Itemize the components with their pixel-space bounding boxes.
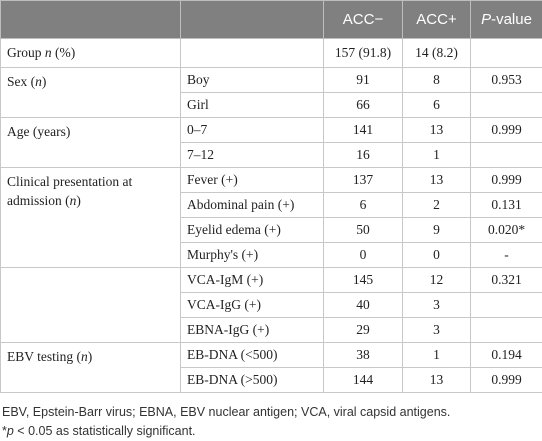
text-segment: P [481, 11, 491, 28]
text-segment: EBV, Epstein-Barr virus; EBNA, EBV nucle… [2, 405, 450, 419]
value-cell: 13 [403, 118, 471, 143]
row-label: VCA-IgG (+) [181, 293, 324, 318]
value-cell [471, 93, 542, 118]
value-cell: 0.020* [471, 218, 542, 243]
text-segment: p [7, 424, 14, 438]
table-row: Group n (%) 157 (91.8)14 (8.2) [1, 39, 542, 68]
row-label: EB-DNA (<500) [181, 343, 324, 368]
text-segment: n [81, 349, 88, 364]
row-label: VCA-IgM (+) [181, 268, 324, 293]
text-segment: n [35, 74, 42, 89]
value-cell: 137 [324, 168, 403, 193]
text-segment: Sex ( [7, 74, 35, 89]
row-label: Girl [181, 93, 324, 118]
row-label: Abdominal pain (+) [181, 193, 324, 218]
value-cell: 66 [324, 93, 403, 118]
value-cell: 0 [324, 243, 403, 268]
value-cell: 40 [324, 293, 403, 318]
row-label: Eyelid edema (+) [181, 218, 324, 243]
value-cell: 0.131 [471, 193, 542, 218]
header-cell [181, 1, 324, 39]
value-cell: 29 [324, 318, 403, 343]
data-table: ACC−ACC+P-value Group n (%)157 (91.8)14 … [0, 0, 542, 393]
value-cell: 144 [324, 368, 403, 393]
value-cell: 0.953 [471, 68, 542, 93]
header-cell: ACC+ [403, 1, 471, 39]
value-cell: 8 [403, 68, 471, 93]
value-cell [471, 293, 542, 318]
text-segment: ) [88, 349, 93, 364]
text-segment: -value [491, 11, 532, 28]
text-segment: EBV testing ( [7, 349, 81, 364]
value-cell: 0.999 [471, 368, 542, 393]
value-cell: 3 [403, 293, 471, 318]
row-label [181, 39, 324, 68]
row-label: Boy [181, 68, 324, 93]
value-cell: 6 [403, 93, 471, 118]
value-cell: 0.999 [471, 168, 542, 193]
value-cell: - [471, 243, 542, 268]
row-label: Fever (+) [181, 168, 324, 193]
text-segment: ) [76, 193, 81, 208]
value-cell: 91 [324, 68, 403, 93]
value-cell: 0 [403, 243, 471, 268]
value-cell: 14 (8.2) [403, 39, 471, 68]
value-cell [471, 143, 542, 168]
header-cell: ACC− [324, 1, 403, 39]
group-label: Age (years) [1, 118, 181, 168]
value-cell: 12 [403, 268, 471, 293]
header-cell [1, 1, 181, 39]
group-label: Group n (%) [1, 39, 181, 68]
group-label: Sex (n) [1, 68, 181, 118]
value-cell: 38 [324, 343, 403, 368]
value-cell: 1 [403, 343, 471, 368]
text-segment: Group [7, 45, 45, 60]
text-segment: (%) [52, 45, 76, 60]
value-cell: 6 [324, 193, 403, 218]
footnote: *p < 0.05 as statistically significant. [2, 422, 540, 441]
value-cell: 9 [403, 218, 471, 243]
value-cell: 0.999 [471, 118, 542, 143]
text-segment: n [45, 45, 52, 60]
row-label: EBNA-IgG (+) [181, 318, 324, 343]
value-cell: 0.194 [471, 343, 542, 368]
value-cell: 13 [403, 168, 471, 193]
row-label: Murphy's (+) [181, 243, 324, 268]
text-segment: ) [42, 74, 47, 89]
text-segment: Age (years) [7, 124, 70, 139]
value-cell: 0.321 [471, 268, 542, 293]
value-cell: 50 [324, 218, 403, 243]
header-cell: P-value [471, 1, 542, 39]
row-label: 7–12 [181, 143, 324, 168]
footnotes: EBV, Epstein-Barr virus; EBNA, EBV nucle… [0, 393, 542, 441]
value-cell: 1 [403, 143, 471, 168]
value-cell [471, 318, 542, 343]
value-cell: 13 [403, 368, 471, 393]
group-label [1, 268, 181, 343]
group-label: Clinical presentation at admission (n) [1, 168, 181, 268]
value-cell: 3 [403, 318, 471, 343]
value-cell: 145 [324, 268, 403, 293]
value-cell: 2 [403, 193, 471, 218]
table-row: Clinical presentation at admission (n)Fe… [1, 168, 542, 193]
row-label: EB-DNA (>500) [181, 368, 324, 393]
value-cell: 141 [324, 118, 403, 143]
value-cell [471, 39, 542, 68]
group-label: EBV testing (n) [1, 343, 181, 393]
value-cell: 157 (91.8) [324, 39, 403, 68]
header-row: ACC−ACC+P-value [1, 1, 542, 39]
footnote: EBV, Epstein-Barr virus; EBNA, EBV nucle… [2, 403, 540, 422]
value-cell: 16 [324, 143, 403, 168]
row-label: 0–7 [181, 118, 324, 143]
text-segment: < 0.05 as statistically significant. [14, 424, 196, 438]
